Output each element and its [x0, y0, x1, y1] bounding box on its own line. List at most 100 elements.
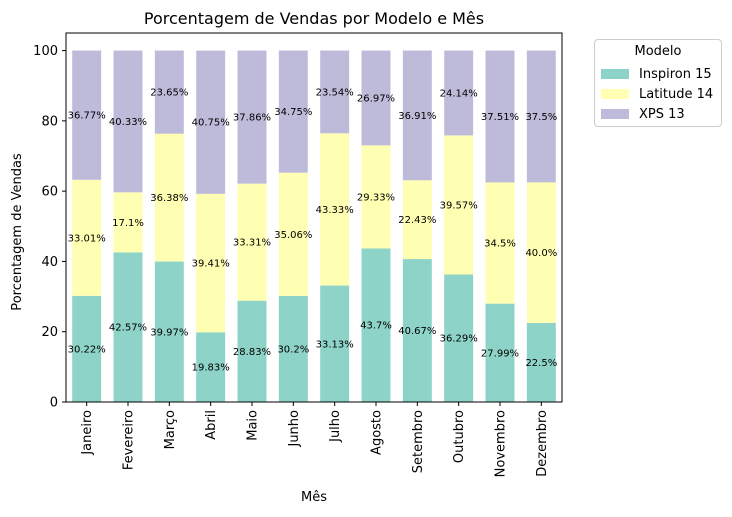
data-label: 36.91% — [398, 111, 436, 122]
bar-segment — [526, 182, 556, 323]
data-label: 24.14% — [440, 88, 478, 99]
plot-frame — [65, 32, 563, 403]
bar-segment — [154, 133, 184, 262]
bar-segment — [154, 50, 184, 134]
y-tick-label: 80 — [41, 114, 58, 129]
data-label: 26.97% — [357, 93, 395, 104]
data-label: 35.06% — [274, 230, 312, 241]
bar-segment — [485, 303, 515, 402]
y-axis-label: Porcentagem de Vendas — [10, 153, 25, 311]
data-label: 39.57% — [440, 200, 478, 211]
bar-segment — [402, 50, 432, 181]
bar-segment — [113, 192, 143, 253]
data-label: 34.75% — [274, 107, 312, 118]
x-tick-label: Janeiro — [80, 410, 95, 456]
y-tick-label: 0 — [50, 396, 58, 411]
legend-label: Latitude 14 — [639, 86, 714, 102]
bar-segment — [278, 295, 308, 402]
y-tick-label: 40 — [41, 255, 58, 270]
legend-swatch — [601, 89, 629, 99]
bar-segment — [72, 50, 102, 180]
data-label: 42.57% — [109, 323, 147, 334]
bar-segment — [278, 50, 308, 173]
bar-segment — [361, 145, 391, 249]
bar-segment — [113, 50, 143, 193]
bar-segment — [361, 50, 391, 146]
x-tick-label: Setembro — [411, 410, 426, 473]
axes-layer: 0 20 40 60 80 100 Janeiro Fevereiro Março Abril Ma… — [33, 32, 563, 477]
data-label: 43.7% — [360, 321, 392, 332]
data-label: 23.54% — [316, 87, 354, 98]
bar-segment — [361, 248, 391, 402]
bar-segment — [320, 133, 350, 286]
data-label: 40.0% — [525, 248, 557, 259]
data-label: 22.43% — [398, 215, 436, 226]
data-label: 39.97% — [150, 327, 188, 338]
bar-segment — [402, 259, 432, 402]
x-axis-label: Mês — [301, 490, 327, 505]
bar-segment — [72, 179, 102, 296]
data-label: 37.86% — [233, 113, 271, 124]
data-label: 39.41% — [192, 259, 230, 270]
data-label: 40.75% — [192, 118, 230, 129]
data-label: 33.01% — [68, 233, 106, 244]
bar-segment — [320, 285, 350, 402]
legend-item-latitude-14: Latitude 14 — [601, 85, 713, 103]
bar-segment — [196, 50, 226, 194]
data-labels-layer: 30.22% 33.01% 36.77% 42.57% 17.1% 40.33% 39.97… — [68, 87, 558, 373]
data-label: 29.33% — [357, 192, 395, 203]
x-tick-label: Dezembro — [535, 410, 550, 477]
x-tick-label: Maio — [246, 410, 261, 441]
data-label: 22.5% — [525, 358, 557, 369]
x-tick-label: Fevereiro — [122, 410, 137, 470]
bar-segment — [485, 50, 515, 183]
y-tick-label: 100 — [33, 44, 58, 59]
chart-title: Porcentagem de Vendas por Modelo e Mês — [144, 9, 484, 28]
legend-item-xps-13: XPS 13 — [601, 105, 685, 123]
data-label: 27.99% — [481, 348, 519, 359]
data-label: 33.13% — [316, 339, 354, 350]
bar-segment — [444, 274, 474, 402]
data-label: 36.29% — [440, 334, 478, 345]
data-label: 30.2% — [277, 344, 309, 355]
data-label: 30.22% — [68, 344, 106, 355]
data-label: 37.5% — [525, 112, 557, 123]
legend-label: XPS 13 — [639, 106, 685, 122]
data-label: 28.83% — [233, 347, 271, 358]
data-label: 36.38% — [150, 193, 188, 204]
bar-segment — [485, 182, 515, 304]
bar-segment — [196, 332, 226, 402]
y-tick-label: 60 — [41, 185, 58, 200]
data-label: 23.65% — [150, 88, 188, 99]
data-label: 33.31% — [233, 238, 271, 249]
legend-swatch — [601, 109, 629, 119]
bar-segment — [154, 261, 184, 402]
bar-segment — [237, 50, 267, 184]
bar-segment — [196, 193, 226, 333]
legend-title: Modelo — [634, 44, 682, 59]
data-label: 40.33% — [109, 117, 147, 128]
bar-segment — [320, 50, 350, 134]
bar-segment — [444, 135, 474, 275]
bar-segment — [237, 300, 267, 402]
legend: Modelo Inspiron 15 Latitude 14 XPS 13 — [594, 39, 722, 127]
bar-segment — [526, 50, 556, 183]
data-label: 34.5% — [484, 239, 516, 250]
legend-swatch — [601, 69, 629, 79]
data-label: 40.67% — [398, 326, 436, 337]
legend-label: Inspiron 15 — [639, 66, 712, 82]
x-tick-label: Agosto — [370, 410, 385, 455]
data-label: 19.83% — [192, 363, 230, 374]
x-tick-label: Outubro — [452, 410, 467, 463]
bar-segment — [113, 252, 143, 402]
data-label: 37.51% — [481, 112, 519, 123]
bar-segment — [237, 183, 267, 301]
y-tick-label: 20 — [41, 325, 58, 340]
x-tick-label: Junho — [287, 410, 302, 448]
legend-item-inspiron-15: Inspiron 15 — [601, 65, 712, 83]
bar-segment — [278, 172, 308, 296]
bar-segment — [72, 295, 102, 402]
bar-segment — [444, 50, 474, 136]
